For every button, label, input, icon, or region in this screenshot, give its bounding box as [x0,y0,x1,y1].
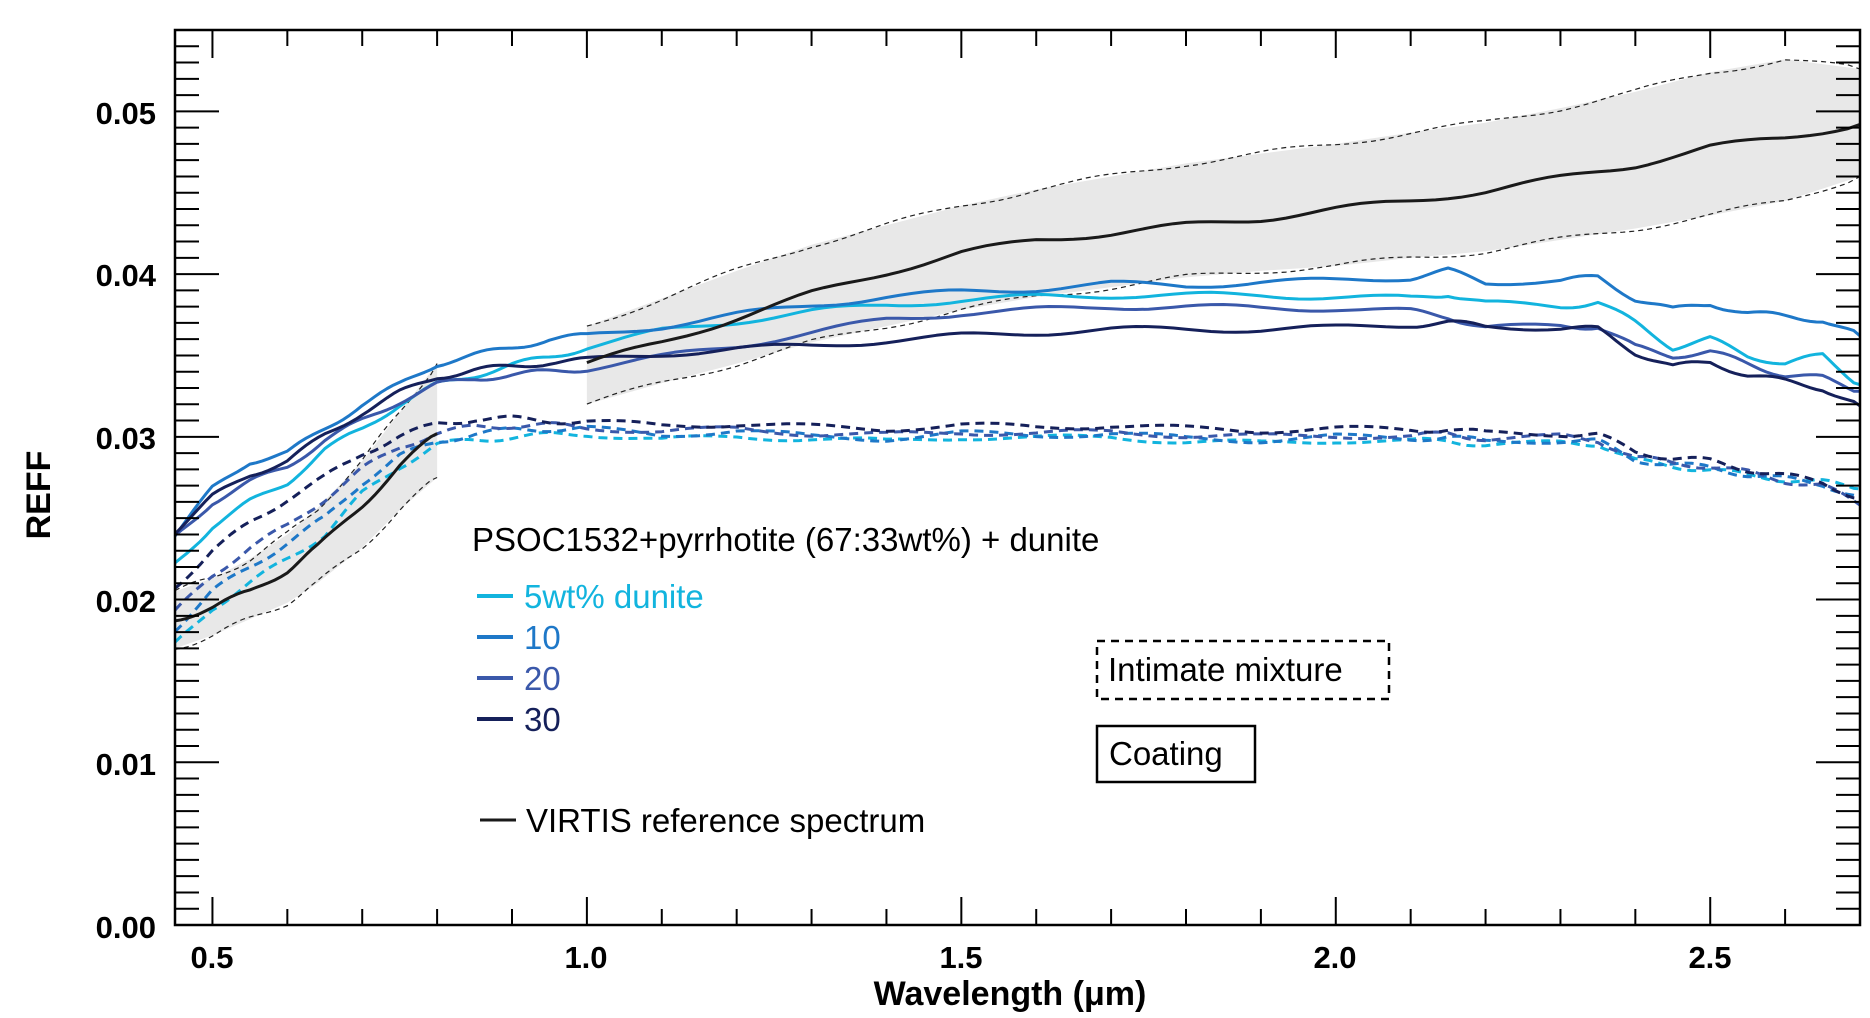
x-tick-label: 0.5 [190,940,233,975]
reference-band [175,363,438,649]
y-tick-label: 0.04 [96,258,157,293]
legend: PSOC1532+pyrrhotite (67:33wt%) + dunite … [472,521,1099,839]
solid-box [1095,724,1257,784]
series-line [173,424,1861,633]
x-tick-label: 2.0 [1313,940,1356,975]
y-tick-label: 0.01 [96,747,156,782]
legend-label-10: 10 [524,619,561,656]
x-tick-labels: 0.5 1.0 1.5 2.0 2.5 [190,940,1731,975]
reference-lower-bound [586,175,1861,405]
reference-uncertainty-bands [174,59,1861,650]
x-tick-label: 1.5 [939,940,982,975]
coating-label: Coating [1109,735,1223,772]
plot-border [173,28,1862,927]
legend-label-30: 30 [524,701,561,738]
legend-label-reference: VIRTIS reference spectrum [526,802,925,839]
series-line [174,303,1861,537]
x-axis-title: Wavelength (μm) [874,975,1147,1013]
reference-lower-bound [174,476,438,650]
series-lines [173,122,1861,644]
reference-upper-bound [586,59,1861,327]
series-line [174,290,1861,565]
x-tick-label: 2.5 [1688,940,1731,975]
axis-ticks [175,29,1861,926]
legend-label-20: 20 [524,660,561,697]
series-line [174,414,1861,590]
dashed-box [1095,639,1391,701]
series-line [173,266,1861,537]
series-line [173,319,1861,536]
y-tick-label: 0.05 [96,96,156,131]
legend-label-5wt: 5wt% dunite [524,578,704,615]
reference-line [586,122,1861,365]
reference-upper-bound [174,363,438,592]
y-tick-label: 0.02 [96,584,156,619]
reference-band [586,59,1860,405]
legend-title: PSOC1532+pyrrhotite (67:33wt%) + dunite [472,521,1099,558]
y-tick-labels: 0.00 0.01 0.02 0.03 0.04 0.05 [96,96,157,945]
style-key-coating: Coating [1095,724,1257,784]
series-line [173,421,1861,612]
style-key-intimate-mixture: Intimate mixture [1095,639,1391,701]
plot-frame [173,28,1862,927]
intimate-mixture-label: Intimate mixture [1108,651,1343,688]
y-axis-title: REFF [20,451,58,540]
y-tick-label: 0.00 [96,910,156,945]
reference-line [174,432,438,623]
x-tick-label: 1.0 [564,940,607,975]
y-tick-label: 0.03 [96,421,156,456]
